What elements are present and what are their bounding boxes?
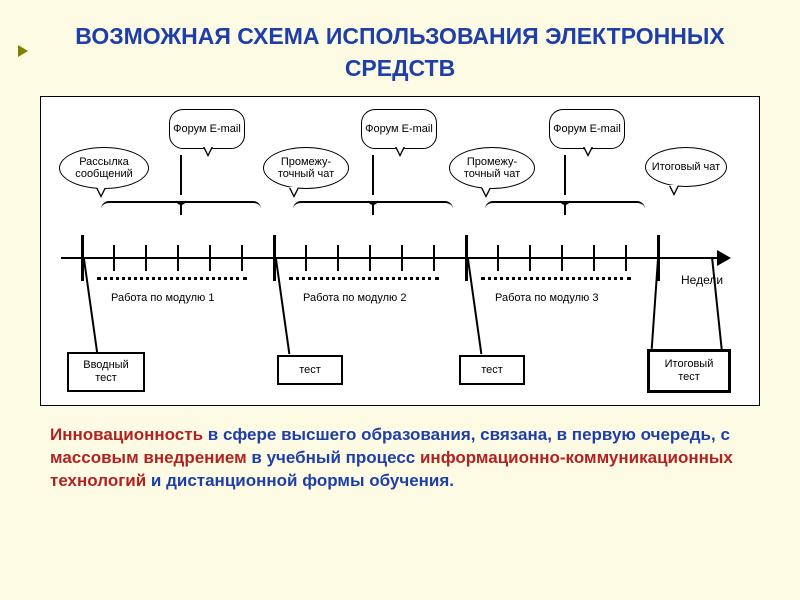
brace-icon xyxy=(485,201,645,213)
brace-connector xyxy=(372,155,374,195)
module-dotted-line xyxy=(481,277,631,280)
timeline-tick xyxy=(305,245,307,271)
timeline-tick xyxy=(241,245,243,271)
axis-arrow-icon xyxy=(717,250,731,266)
timeline-tick xyxy=(145,245,147,271)
bubble-tail-icon xyxy=(289,188,299,198)
timeline-tick xyxy=(625,245,627,271)
timeline-tick xyxy=(177,245,179,271)
bubble-tail-icon xyxy=(481,188,491,198)
timeline-tick xyxy=(529,245,531,271)
bullet-icon xyxy=(18,45,28,57)
test-connector xyxy=(651,259,659,349)
callout-bubble: Форум E-mail xyxy=(549,109,625,149)
callout-bubble: Итоговый чат xyxy=(645,147,727,187)
bubble-tail-icon xyxy=(395,147,405,157)
callout-bubble: Промежу-точный чат xyxy=(263,147,349,189)
caption-segment: в учебный процесс xyxy=(247,448,420,467)
brace-connector xyxy=(564,155,566,195)
timeline-tick xyxy=(433,245,435,271)
test-connector xyxy=(83,259,98,352)
timeline-tick xyxy=(561,245,563,271)
test-box: Итоговый тест xyxy=(647,349,731,393)
bubble-tail-icon xyxy=(583,147,593,157)
test-connector xyxy=(467,259,482,354)
module-dotted-line xyxy=(97,277,247,280)
timeline-diagram: Недели Работа по модулю 1 Работа по модул… xyxy=(40,96,760,406)
timeline-tick xyxy=(113,245,115,271)
brace-icon xyxy=(293,201,453,213)
timeline-tick xyxy=(337,245,339,271)
timeline-tick xyxy=(593,245,595,271)
brace-connector xyxy=(180,155,182,195)
test-box: Вводный тест xyxy=(67,352,145,392)
callout-bubble: Форум E-mail xyxy=(361,109,437,149)
bubble-tail-icon xyxy=(669,186,679,196)
test-connector xyxy=(275,259,290,354)
caption-text: Инновационность в сфере высшего образова… xyxy=(40,424,760,493)
module-label: Работа по модулю 2 xyxy=(303,292,406,304)
slide-title: ВОЗМОЖНАЯ СХЕМА ИСПОЛЬЗОВАНИЯ ЭЛЕКТРОННЫ… xyxy=(40,20,760,84)
test-connector xyxy=(711,257,723,351)
slide: ВОЗМОЖНАЯ СХЕМА ИСПОЛЬЗОВАНИЯ ЭЛЕКТРОННЫ… xyxy=(0,0,800,600)
callout-bubble: Форум E-mail xyxy=(169,109,245,149)
module-label: Работа по модулю 3 xyxy=(495,292,598,304)
test-box: тест xyxy=(277,355,343,385)
timeline-tick xyxy=(401,245,403,271)
caption-segment: массовым внедрением xyxy=(50,448,247,467)
brace-icon xyxy=(101,201,261,213)
test-box: тест xyxy=(459,355,525,385)
caption-segment: Инновационность xyxy=(50,425,203,444)
timeline-tick xyxy=(209,245,211,271)
timeline-axis xyxy=(61,257,721,259)
timeline-tick xyxy=(497,245,499,271)
module-label: Работа по модулю 1 xyxy=(111,292,214,304)
axis-label: Недели xyxy=(681,273,723,287)
timeline-tick xyxy=(369,245,371,271)
caption-segment: и дистанционной формы обучения. xyxy=(146,471,454,490)
callout-bubble: Рассылка сообщений xyxy=(59,147,149,189)
bubble-tail-icon xyxy=(203,147,213,157)
bubble-tail-icon xyxy=(96,188,106,198)
caption-segment: в сфере высшего образования, связана, в … xyxy=(203,425,730,444)
callout-bubble: Промежу-точный чат xyxy=(449,147,535,189)
module-dotted-line xyxy=(289,277,439,280)
